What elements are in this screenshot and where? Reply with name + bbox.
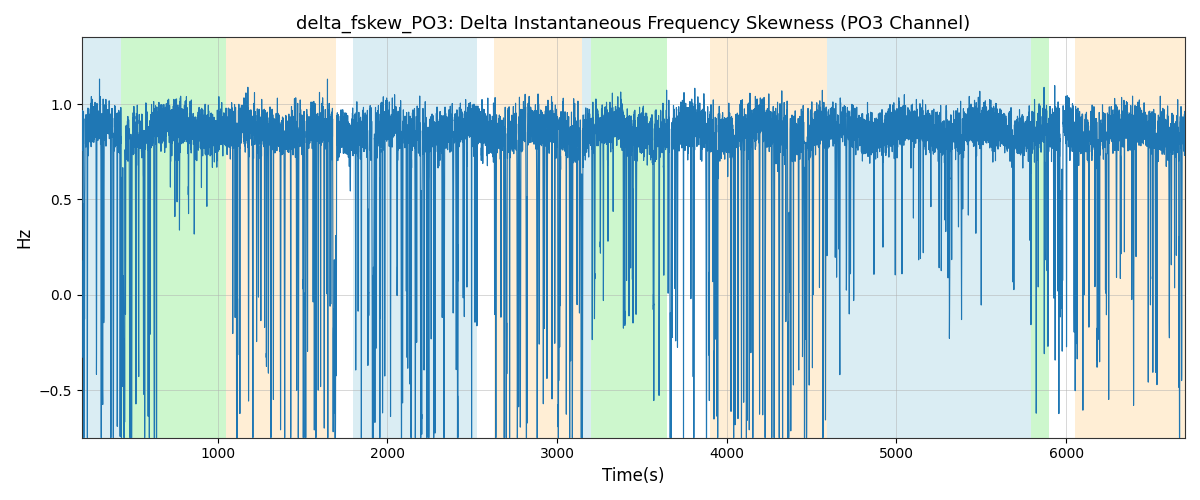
Bar: [121, 38, 226, 438]
Bar: [827, 38, 835, 438]
Bar: [709, 38, 827, 438]
Bar: [494, 38, 582, 438]
Bar: [835, 38, 1031, 438]
Title: delta_fskew_PO3: Delta Instantaneous Frequency Skewness (PO3 Channel): delta_fskew_PO3: Delta Instantaneous Fre…: [296, 15, 971, 34]
Y-axis label: Hz: Hz: [14, 227, 34, 248]
Bar: [582, 38, 590, 438]
Bar: [226, 38, 336, 438]
Bar: [82, 38, 121, 438]
Bar: [590, 38, 667, 438]
Bar: [1075, 38, 1186, 438]
Bar: [1031, 38, 1049, 438]
Bar: [353, 38, 478, 438]
X-axis label: Time(s): Time(s): [602, 467, 665, 485]
